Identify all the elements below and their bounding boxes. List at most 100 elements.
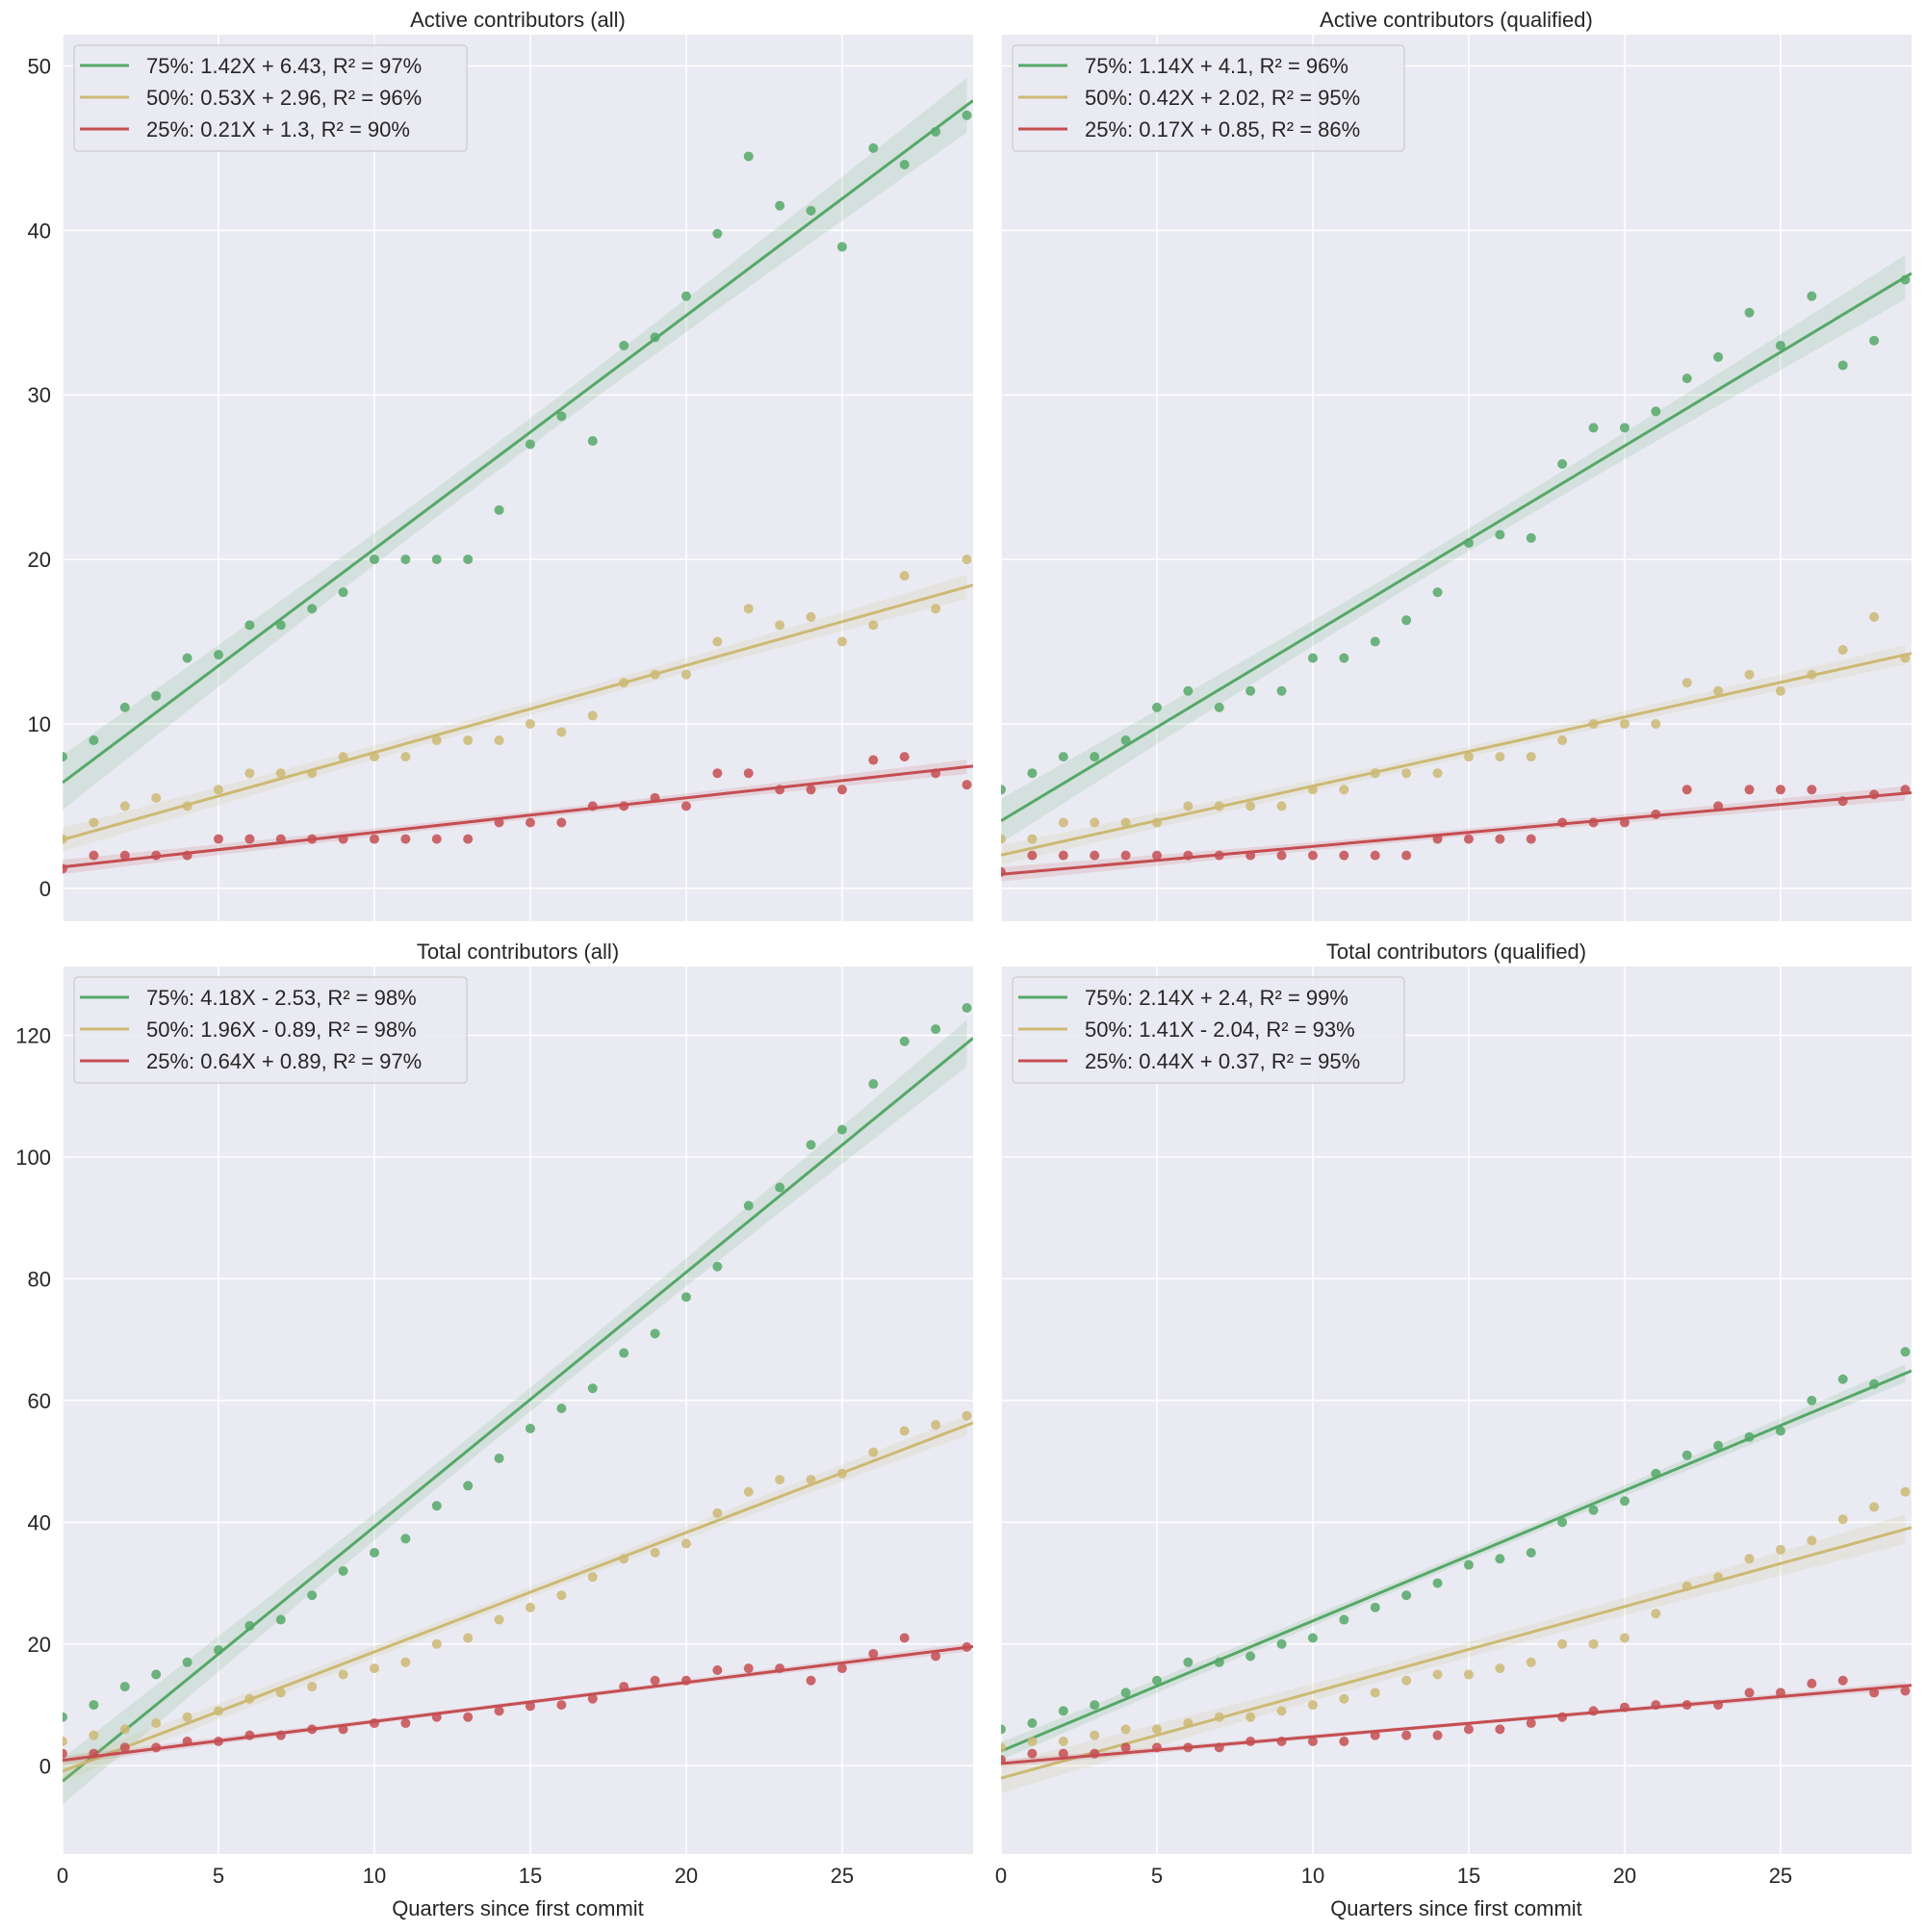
data-point-75pct [1090, 1700, 1100, 1711]
data-point-75pct [1651, 406, 1661, 417]
data-point-25pct [525, 1701, 535, 1712]
x-tick-label: 5 [1151, 1864, 1163, 1888]
data-point-75pct [1276, 1638, 1287, 1649]
data-point-75pct [1214, 702, 1224, 712]
data-point-75pct [1245, 685, 1256, 696]
data-point-25pct [89, 850, 99, 861]
data-point-75pct [1307, 653, 1318, 663]
data-point-50pct [1027, 834, 1038, 844]
data-point-25pct [1807, 785, 1817, 795]
data-point-50pct [213, 785, 223, 795]
y-tick-label: 100 [15, 1146, 51, 1170]
data-point-25pct [1526, 1718, 1536, 1729]
data-point-50pct [525, 718, 535, 729]
data-point-25pct [1495, 1724, 1505, 1735]
data-point-25pct [1807, 1678, 1817, 1688]
legend-box [1012, 44, 1405, 152]
data-point-50pct [63, 1737, 67, 1747]
data-point-50pct [1276, 801, 1287, 811]
legend-label: 75%: 4.18X - 2.53, R² = 98% [146, 986, 417, 1010]
data-point-50pct [1401, 1675, 1412, 1686]
data-point-75pct [556, 411, 567, 422]
data-point-25pct [1058, 1748, 1068, 1759]
legend-label: 75%: 2.14X + 2.4, R² = 99% [1085, 986, 1348, 1010]
data-point-25pct [1869, 1687, 1880, 1698]
data-point-25pct [680, 801, 691, 811]
legend-label: 50%: 1.96X - 0.89, R² = 98% [146, 1018, 417, 1042]
data-point-75pct [1775, 1426, 1785, 1436]
data-point-75pct [806, 205, 816, 216]
data-point-75pct [1058, 1706, 1068, 1716]
data-point-50pct [525, 1602, 535, 1612]
data-point-25pct [1681, 785, 1692, 795]
data-point-25pct [1744, 785, 1755, 795]
legend-label: 50%: 1.41X - 2.04, R² = 93% [1085, 1018, 1355, 1042]
data-point-50pct [836, 636, 847, 647]
data-point-50pct [1245, 1712, 1256, 1722]
data-point-75pct [275, 620, 286, 631]
data-point-50pct [1463, 752, 1474, 762]
y-tick-label: 0 [39, 877, 51, 901]
regression-line-25pct [63, 764, 973, 869]
data-point-75pct [1151, 702, 1162, 712]
data-point-75pct [743, 151, 754, 162]
data-point-25pct [1432, 1730, 1443, 1740]
data-point-75pct [1370, 636, 1380, 647]
data-point-50pct [400, 752, 411, 762]
y-tick-label: 80 [28, 1267, 51, 1291]
legend-label: 25%: 0.17X + 0.85, R² = 86% [1085, 117, 1360, 142]
data-point-75pct [1027, 768, 1038, 779]
data-point-75pct [1807, 1395, 1817, 1405]
data-point-75pct [680, 291, 691, 301]
x-tick-label: 15 [519, 1864, 542, 1888]
data-point-25pct [494, 1706, 504, 1716]
legend-label: 75%: 1.42X + 6.43, R² = 97% [146, 54, 422, 78]
data-point-75pct [494, 504, 504, 515]
data-point-50pct [1120, 817, 1131, 828]
data-point-25pct [525, 817, 535, 828]
data-point-25pct [1900, 1686, 1911, 1696]
data-point-75pct [899, 159, 910, 169]
data-point-75pct [1307, 1633, 1318, 1643]
data-point-50pct [1090, 1730, 1100, 1740]
data-point-50pct [650, 1547, 660, 1558]
data-point-75pct [369, 1547, 379, 1558]
x-axis-label: Quarters since first commit [392, 1896, 644, 1920]
data-point-50pct [1058, 817, 1068, 828]
data-point-50pct [1432, 768, 1443, 779]
data-point-75pct [275, 1614, 286, 1625]
data-point-75pct [182, 1657, 192, 1667]
data-point-75pct [1183, 1657, 1194, 1667]
data-point-75pct [1526, 532, 1536, 543]
data-point-25pct [556, 1700, 567, 1711]
panel-total-all: Total contributors (all) Quarters since … [15, 940, 973, 1920]
data-point-50pct [587, 710, 598, 721]
data-point-25pct [213, 834, 223, 844]
data-point-25pct [1027, 850, 1038, 861]
data-point-50pct [931, 604, 941, 614]
data-point-50pct [1526, 752, 1536, 762]
data-point-50pct [463, 735, 474, 746]
data-point-75pct [463, 1481, 474, 1491]
data-point-50pct [1681, 678, 1692, 688]
data-point-25pct [431, 834, 442, 844]
legend-label: 25%: 0.44X + 0.37, R² = 95% [1085, 1049, 1360, 1073]
data-point-75pct [1001, 1724, 1006, 1735]
data-point-25pct [836, 785, 847, 795]
data-point-25pct [1307, 1737, 1318, 1747]
data-point-50pct [182, 1712, 192, 1722]
data-point-25pct [1775, 785, 1785, 795]
y-tick-label: 120 [15, 1023, 51, 1047]
data-point-50pct [556, 727, 567, 737]
data-point-75pct [151, 690, 162, 701]
data-point-50pct [1001, 1742, 1006, 1753]
data-point-50pct [119, 801, 130, 811]
data-point-50pct [680, 1538, 691, 1549]
data-point-25pct [899, 1633, 910, 1643]
data-point-75pct [1001, 785, 1006, 795]
data-point-75pct [307, 604, 318, 614]
y-tick-label: 20 [28, 548, 51, 572]
data-point-25pct [962, 780, 972, 790]
y-tick-label: 50 [28, 54, 51, 78]
legend: 75%: 4.18X - 2.53, R² = 98% 50%: 1.96X - … [73, 976, 468, 1084]
